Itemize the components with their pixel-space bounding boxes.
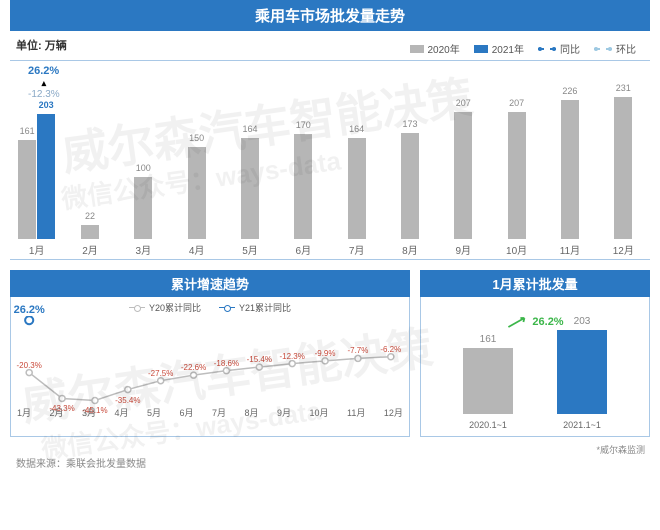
trend-point-label: -6.2% — [380, 345, 401, 354]
y21-point-label: 26.2% — [14, 304, 45, 316]
month-group: 161203 — [15, 114, 59, 239]
bar-2020: 22 — [81, 225, 99, 239]
bar-2020: 164 — [348, 138, 366, 239]
month-group: 150 — [175, 147, 219, 239]
trend-point-label: -9.9% — [315, 349, 336, 358]
bar-2020: 161 — [18, 140, 36, 239]
cumulative-panel: 1月累计批发量 26.2% *威尔森监测 1612020.1~12032021.… — [420, 270, 650, 437]
bar-2020: 150 — [188, 147, 206, 239]
trend-title: 累计增速趋势 — [10, 270, 410, 297]
cumulative-bar: 2032021.1~1 — [557, 330, 607, 414]
bar-2020: 207 — [508, 112, 526, 239]
legend-yoy: 同比 — [538, 41, 580, 56]
bar-2021: 203 — [37, 114, 55, 239]
main-legend: 2020年 2021年 同比 环比 — [0, 41, 660, 56]
trend-panel: 累计增速趋势 Y20累计同比 Y21累计同比 -20.3% -43.3% -45.1… — [10, 270, 410, 437]
cumulative-bar: 1612020.1~1 — [463, 348, 513, 415]
month-group: 207 — [441, 112, 485, 239]
trend-point-label: -45.1% — [82, 406, 107, 415]
legend-mom: 环比 — [594, 41, 636, 56]
month-group: 231 — [601, 97, 645, 239]
month-group: 22 — [68, 225, 112, 239]
trend-point-label: -7.7% — [347, 346, 368, 355]
legend-y21cum: Y21累计同比 — [219, 301, 291, 314]
month-group: 164 — [228, 138, 272, 239]
trend-point-label: -27.5% — [148, 369, 173, 378]
arrow-up-right-icon — [506, 315, 530, 329]
trend-line-chart: Y20累计同比 Y21累计同比 -20.3% -43.3% -45.1% -35.4%… — [10, 297, 410, 437]
bar-2020: 173 — [401, 133, 419, 239]
bar-2020: 226 — [561, 100, 579, 239]
month-group: 164 — [335, 138, 379, 239]
trend-point-label: -43.3% — [49, 404, 74, 413]
cumulative-bar-chart: 26.2% *威尔森监测 1612020.1~12032021.1~1 — [420, 297, 650, 437]
trend-point-label: -22.6% — [181, 363, 206, 372]
bar-2020: 231 — [614, 97, 632, 239]
bar-2020: 170 — [294, 134, 312, 239]
trend-point-label: -35.4% — [115, 396, 140, 405]
legend-y20cum: Y20累计同比 — [129, 301, 201, 314]
main-title: 乘用车市场批发量走势 — [10, 0, 650, 31]
trend-point-label: -18.6% — [214, 359, 239, 368]
legend-2021: 2021年 — [474, 41, 524, 56]
trend-point-label: -15.4% — [247, 355, 272, 364]
legend-2020: 2020年 — [410, 41, 460, 56]
month-group: 173 — [388, 133, 432, 239]
cumulative-title: 1月累计批发量 — [420, 270, 650, 297]
trend-point-label: -20.3% — [17, 361, 42, 370]
month-group: 226 — [548, 100, 592, 239]
main-bar-chart: 26.2% ▴ -12.3% 1612032210015016417016417… — [10, 60, 650, 260]
month-group: 170 — [281, 134, 325, 239]
bar-2020: 164 — [241, 138, 259, 239]
bar-2020: 100 — [134, 177, 152, 239]
cumulative-footnote: *威尔森监测 — [596, 443, 645, 456]
growth-annotation: 26.2% — [506, 315, 563, 329]
trend-point-label: -12.3% — [279, 352, 304, 361]
month-group: 207 — [495, 112, 539, 239]
month-group: 100 — [121, 177, 165, 239]
data-source: 数据来源：乘联会批发量数据 — [16, 455, 660, 470]
bar-2020: 207 — [454, 112, 472, 239]
